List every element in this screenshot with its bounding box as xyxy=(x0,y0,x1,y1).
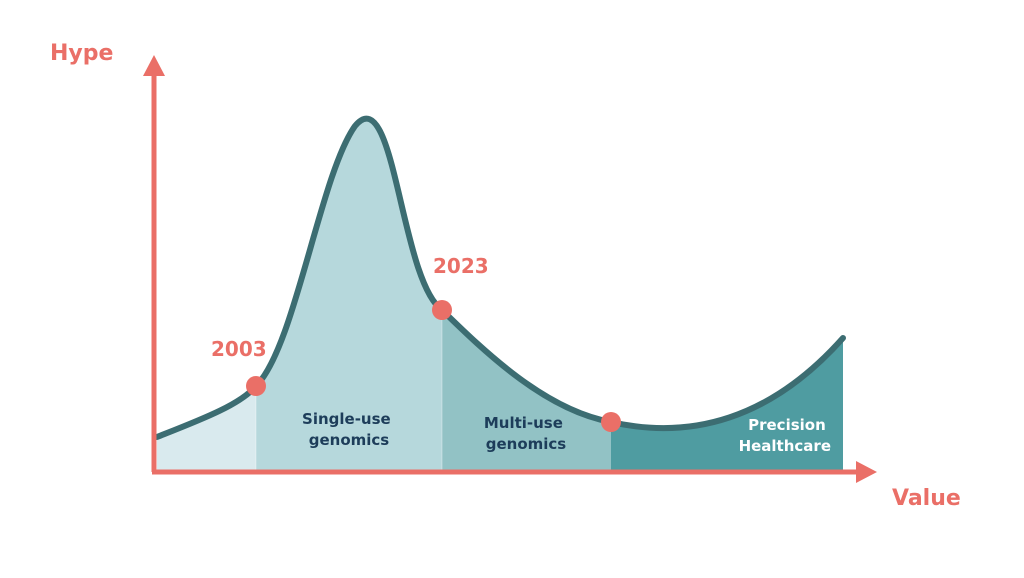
region-single-use-genomics xyxy=(256,118,442,470)
milestone-label-2023: 2023 xyxy=(433,254,489,278)
milestone-marker-2023 xyxy=(432,300,452,320)
axes: Hype Value xyxy=(50,41,961,511)
y-axis-arrow xyxy=(143,55,165,76)
milestone-marker-transition xyxy=(601,412,621,432)
x-axis-label: Value xyxy=(892,486,961,511)
region-precision-healthcare xyxy=(611,338,843,470)
region-label-multi-use: Multi-use genomics xyxy=(484,414,568,453)
milestone-label-2003: 2003 xyxy=(211,337,267,361)
region-dividers xyxy=(255,310,443,470)
region-label-line: Precision xyxy=(748,416,826,434)
region-label-line: Healthcare xyxy=(739,437,831,455)
x-axis-arrow xyxy=(856,461,877,483)
region-labels: Single-use genomics Multi-use genomics P… xyxy=(302,410,831,455)
milestones: 2003 2023 xyxy=(211,254,621,432)
y-axis-label: Hype xyxy=(50,41,113,66)
region-label-single-use: Single-use genomics xyxy=(302,410,396,449)
milestone-marker-2003 xyxy=(246,376,266,396)
region-label-precision-healthcare: Precision Healthcare xyxy=(739,416,831,455)
region-label-line: Single-use xyxy=(302,410,391,428)
region-label-line: genomics xyxy=(486,435,567,453)
region-label-line: genomics xyxy=(309,431,390,449)
region-label-line: Multi-use xyxy=(484,414,563,432)
